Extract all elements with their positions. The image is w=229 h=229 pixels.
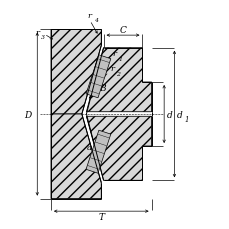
Polygon shape xyxy=(51,114,101,199)
Text: r: r xyxy=(110,65,114,73)
Text: B: B xyxy=(99,84,105,93)
Text: 4: 4 xyxy=(94,18,98,23)
Text: 1: 1 xyxy=(183,115,188,123)
Text: 2: 2 xyxy=(116,71,120,76)
Text: a: a xyxy=(86,144,91,152)
Polygon shape xyxy=(51,30,101,114)
Text: d: d xyxy=(166,110,172,119)
Polygon shape xyxy=(86,55,110,98)
Text: r: r xyxy=(112,50,116,58)
Polygon shape xyxy=(86,117,151,180)
Polygon shape xyxy=(86,49,151,112)
Text: 3: 3 xyxy=(41,35,45,40)
Text: d: d xyxy=(177,110,182,119)
Text: 1: 1 xyxy=(118,57,122,62)
Text: r: r xyxy=(87,11,91,19)
Text: D: D xyxy=(25,110,32,119)
Polygon shape xyxy=(86,131,110,174)
Text: r: r xyxy=(35,29,39,37)
Text: T: T xyxy=(98,213,104,221)
Text: C: C xyxy=(119,26,126,35)
